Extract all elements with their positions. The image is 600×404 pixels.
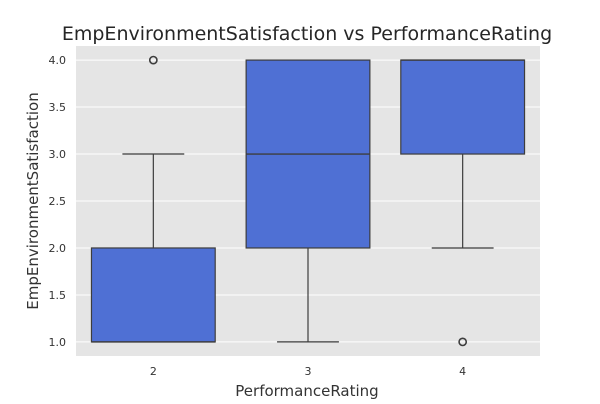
iqr-box [400,59,526,155]
outlier-point [148,55,158,65]
y-tick-label: 1.0 [49,336,67,349]
y-tick-label: 2.0 [49,242,67,255]
y-tick-label: 1.5 [49,289,67,302]
box-3 [245,59,371,343]
y-tick-label: 2.5 [49,195,67,208]
y-axis-label: EmpEnvironmentSatisfaction [24,92,42,309]
outlier-point [458,337,468,347]
iqr-box [90,247,216,343]
x-tick-label: 2 [150,365,157,378]
y-tick-label: 3.0 [49,148,67,161]
y-tick-label: 3.5 [49,101,67,114]
x-tick-labels: 2 3 4 [150,365,466,378]
boxes [90,55,526,347]
y-tick-label: 4.0 [49,54,67,67]
y-tick-labels: 1.0 1.5 2.0 2.5 3.0 3.5 4.0 [49,54,67,349]
x-tick-label: 3 [305,365,312,378]
x-axis-label: PerformanceRating [235,382,378,400]
box-4 [400,59,526,347]
box-2 [90,55,216,343]
x-tick-label: 4 [459,365,466,378]
chart-title: EmpEnvironmentSatisfaction vs Performanc… [62,23,552,45]
